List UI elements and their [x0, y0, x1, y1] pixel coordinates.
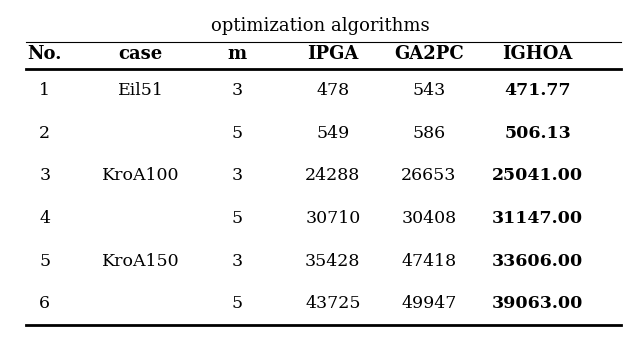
Text: KroA150: KroA150 — [102, 253, 180, 270]
Text: 26653: 26653 — [401, 167, 456, 184]
Text: 3: 3 — [231, 167, 243, 184]
Text: 3: 3 — [39, 167, 51, 184]
Text: 543: 543 — [412, 82, 445, 99]
Text: 2: 2 — [39, 125, 51, 142]
Text: 471.77: 471.77 — [504, 82, 571, 99]
Text: 586: 586 — [412, 125, 445, 142]
Text: 47418: 47418 — [401, 253, 456, 270]
Text: KroA100: KroA100 — [102, 167, 180, 184]
Text: 30710: 30710 — [305, 210, 360, 227]
Text: 6: 6 — [39, 295, 51, 312]
Text: 25041.00: 25041.00 — [492, 167, 583, 184]
Text: 39063.00: 39063.00 — [492, 295, 583, 312]
Text: IPGA: IPGA — [307, 45, 358, 63]
Text: case: case — [118, 45, 163, 63]
Text: IGHOA: IGHOA — [502, 45, 573, 63]
Text: 43725: 43725 — [305, 295, 360, 312]
Text: 49947: 49947 — [401, 295, 456, 312]
Text: 30408: 30408 — [401, 210, 456, 227]
Text: 5: 5 — [231, 125, 243, 142]
Text: 5: 5 — [39, 253, 51, 270]
Text: 3: 3 — [231, 82, 243, 99]
Text: 1: 1 — [39, 82, 51, 99]
Text: 4: 4 — [39, 210, 51, 227]
Text: GA2PC: GA2PC — [394, 45, 463, 63]
Text: m: m — [227, 45, 246, 63]
Text: 31147.00: 31147.00 — [492, 210, 583, 227]
Text: Eil51: Eil51 — [118, 82, 164, 99]
Text: 5: 5 — [231, 210, 243, 227]
Text: 506.13: 506.13 — [504, 125, 571, 142]
Text: 5: 5 — [231, 295, 243, 312]
Text: 33606.00: 33606.00 — [492, 253, 583, 270]
Text: 35428: 35428 — [305, 253, 360, 270]
Text: 478: 478 — [316, 82, 349, 99]
Text: No.: No. — [28, 45, 62, 63]
Text: 549: 549 — [316, 125, 349, 142]
Text: optimization algorithms: optimization algorithms — [211, 17, 429, 35]
Text: 3: 3 — [231, 253, 243, 270]
Text: 24288: 24288 — [305, 167, 360, 184]
